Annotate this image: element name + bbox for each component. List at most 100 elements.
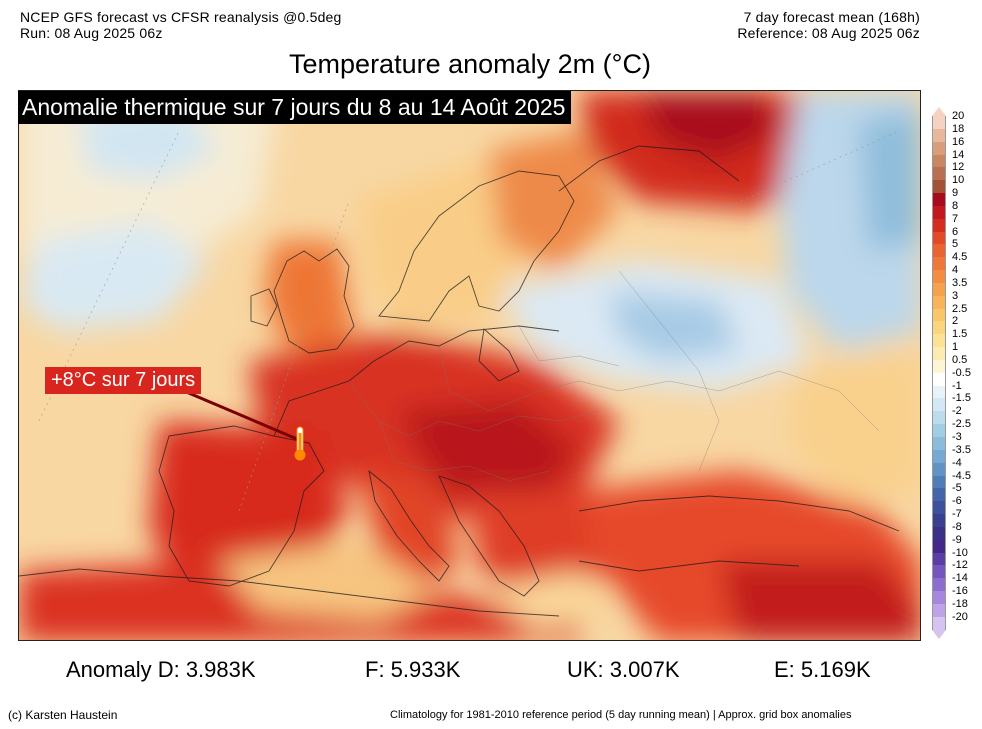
map-banner: Anomalie thermique sur 7 jours du 8 au 1… [18, 91, 572, 124]
colorbar-label: 10 [952, 174, 965, 187]
colorbar-swatch [932, 180, 946, 194]
colorbar-label: 4.5 [952, 251, 968, 264]
colorbar-label: 3.5 [952, 276, 968, 289]
colorbar-top-arrow [932, 107, 946, 116]
colorbar-label: -2 [952, 405, 962, 418]
colorbar-label: 2 [952, 315, 959, 328]
colorbar-label: 16 [952, 135, 965, 148]
colorbar-label: -4.5 [952, 469, 971, 482]
colorbar-swatch [932, 565, 946, 579]
colorbar-swatch [932, 244, 946, 258]
colorbar-swatch [932, 347, 946, 360]
colorbar-label: -1 [952, 379, 962, 392]
anomaly-stat-uk: UK: 3.007K [567, 657, 680, 682]
colorbar-swatch [932, 424, 946, 437]
borders [348, 270, 880, 482]
colorbar-swatch [932, 116, 946, 129]
colorbar-label: 18 [952, 122, 965, 135]
colorbar-label: -7 [952, 508, 962, 521]
callout-pointer [183, 389, 298, 441]
colorbar-swatch [932, 526, 946, 540]
colorbar-bottom-arrow [932, 629, 946, 639]
header-right: 7 day forecast mean (168h) Reference: 08… [737, 9, 920, 41]
colorbar-swatch [932, 282, 946, 296]
colorbar-swatch [932, 539, 946, 553]
colorbar-swatch [932, 591, 946, 604]
coastlines [19, 145, 900, 617]
colorbar-label: -3.5 [952, 443, 971, 456]
colorbar-swatch [932, 308, 946, 322]
anomaly-stat-d: Anomaly D: 3.983K [66, 657, 256, 682]
colorbar-label: -3 [952, 431, 962, 443]
colorbar-swatch [932, 462, 946, 476]
anomaly-map[interactable] [18, 90, 921, 641]
colorbar-swatch [932, 578, 946, 592]
colorbar-label: -20 [952, 610, 968, 623]
colorbar-label: -14 [952, 572, 968, 585]
colorbar-label: 0.5 [952, 353, 968, 366]
colorbar-swatch [932, 385, 946, 399]
climatology-note: Climatology for 1981-2010 reference peri… [390, 709, 852, 721]
colorbar-swatch [932, 321, 946, 335]
colorbar-swatch [932, 616, 946, 630]
colorbar-label: 14 [952, 148, 965, 161]
colorbar-swatch [932, 501, 946, 515]
run-time: Run: 08 Aug 2025 06z [20, 25, 163, 41]
header-left: NCEP GFS forecast vs CFSR reanalysis @0.… [20, 9, 342, 41]
colorbar-swatch [932, 372, 946, 386]
colorbar-swatch [932, 205, 946, 219]
colorbar-label: 3 [952, 289, 959, 302]
reference-time: Reference: 08 Aug 2025 06z [737, 25, 920, 41]
colorbar-label: 5 [952, 238, 959, 251]
anomaly-callout: +8°C sur 7 jours [45, 367, 202, 394]
colorbar-label: -9 [952, 533, 962, 546]
colorbar-swatch [932, 359, 946, 373]
model-title: NCEP GFS forecast vs CFSR reanalysis @0.… [20, 9, 342, 25]
colorbar-label: -8 [952, 520, 962, 533]
colorbar-label: -12 [952, 559, 968, 572]
colorbar-swatch [932, 437, 946, 450]
forecast-period: 7 day forecast mean (168h) [743, 9, 920, 25]
colorbar-label: -2.5 [952, 418, 971, 431]
anomaly-shading [19, 91, 920, 640]
colorbar-swatch [932, 488, 946, 502]
colorbar-swatch [932, 270, 946, 283]
colorbar-label: 1.5 [952, 328, 968, 341]
colorbar-label: 9 [952, 187, 959, 200]
colorbar-swatch [932, 411, 946, 425]
colorbar-label: -0.5 [952, 366, 971, 379]
colorbar-label: -6 [952, 495, 962, 508]
colorbar-label: -5 [952, 482, 962, 495]
colorbar-swatch [932, 167, 946, 181]
colorbar-swatch [932, 552, 946, 566]
colorbar-swatch [932, 257, 946, 271]
colorbar-swatch [932, 193, 946, 206]
colorbar-label: 6 [952, 225, 959, 238]
anomaly-stat-f: F: 5.933K [365, 657, 461, 682]
colorbar-swatch [932, 231, 946, 245]
colorbar-label: -1.5 [952, 392, 971, 405]
colorbar-label: -4 [952, 456, 962, 469]
colorbar-swatch [932, 334, 946, 348]
colorbar-swatch [932, 218, 946, 232]
colorbar-swatch [932, 154, 946, 168]
colorbar-swatch [932, 128, 946, 142]
colorbar-label: -10 [952, 546, 968, 559]
graticule [38, 130, 900, 512]
page-title: Temperature anomaly 2m (°C) [289, 49, 651, 79]
colorbar-label: 1 [952, 341, 959, 354]
colorbar-swatch [932, 141, 946, 155]
colorbar-label: -18 [952, 597, 968, 610]
map-canvas [19, 91, 920, 640]
colorbar-label: -16 [952, 585, 968, 598]
colorbar-swatch [932, 514, 946, 527]
colorbar-swatch [932, 603, 946, 617]
colorbar-label: 8 [952, 199, 959, 212]
colorbar-label: 2.5 [952, 302, 968, 315]
anomaly-stat-e: E: 5.169K [774, 657, 871, 682]
colorbar-swatch [932, 449, 946, 463]
thermometer-icon[interactable] [294, 426, 306, 461]
colorbar-label: 4 [952, 264, 959, 277]
colorbar-label: 20 [952, 110, 965, 122]
colorbar-label: 12 [952, 161, 965, 174]
